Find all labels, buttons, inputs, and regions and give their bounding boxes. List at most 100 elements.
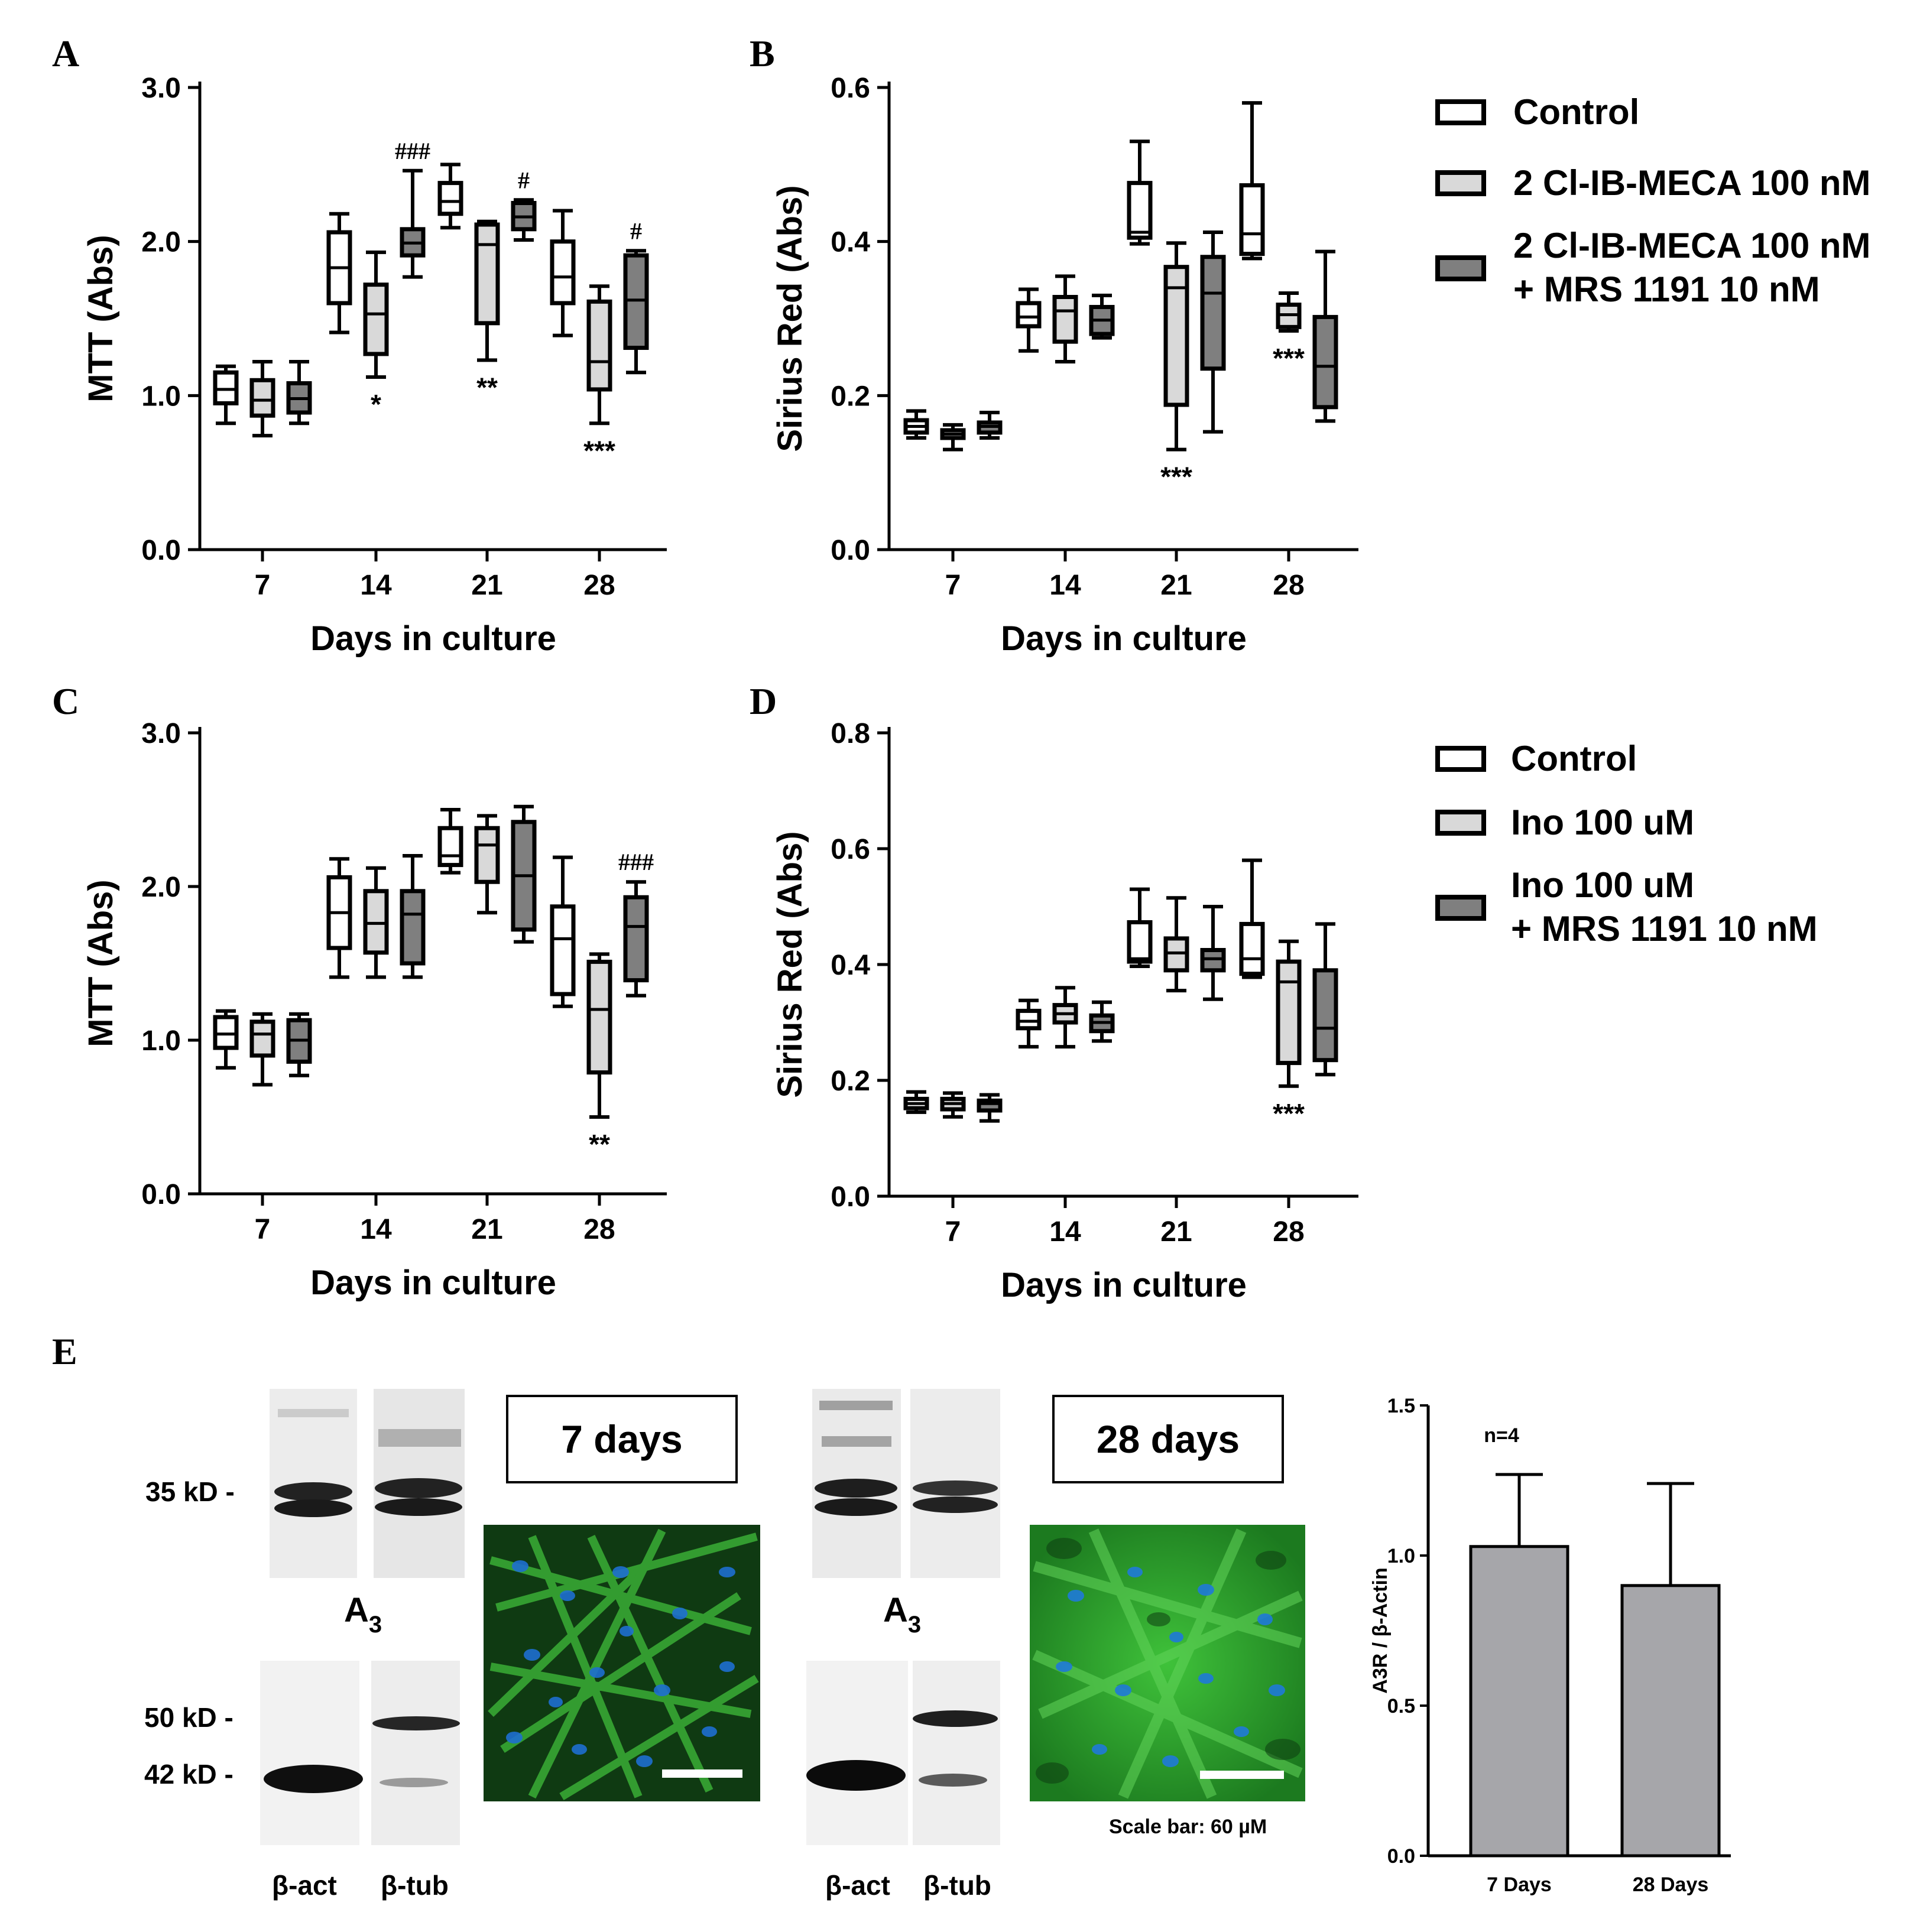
marker-35kd: 35 kD - [145, 1476, 235, 1507]
box [623, 895, 649, 983]
chart-b-sirius-red: 0.0 0.2 0.4 0.6 7 14 21 28 Days in culture Sirius… [771, 73, 1358, 658]
label-box-7-days [506, 1395, 738, 1483]
x-axis-title-D: Days in culture [1001, 1266, 1247, 1304]
panel-label-b: B [750, 33, 775, 74]
box [437, 181, 463, 216]
panel-label-d: D [750, 680, 777, 722]
bar [1469, 1545, 1569, 1858]
legend-label-agonist: 2 Cl-IB-MECA 100 nM [1513, 163, 1871, 203]
y-tick-label-D: 0.6 [831, 834, 870, 865]
micrograph-7-days [484, 1525, 760, 1801]
x-tick-label-D: 14 [1049, 1216, 1081, 1248]
significance-mark-B: *** [1273, 343, 1305, 374]
box [474, 826, 500, 884]
x-tick-label-C: 28 [583, 1214, 615, 1245]
box [623, 253, 649, 350]
box [1127, 920, 1153, 964]
box [437, 826, 463, 868]
x-tick-label-D: 21 [1160, 1216, 1192, 1248]
legend-label-control-cd: Control [1511, 739, 1637, 778]
y-tick-label-E: 0.5 [1387, 1695, 1415, 1717]
box [1127, 181, 1153, 240]
y-tick-label-B: 0.2 [831, 381, 870, 412]
x-tick-label-E: 28 Days [1633, 1873, 1709, 1896]
box [249, 378, 275, 418]
y-tick-label-E: 1.5 [1387, 1395, 1415, 1417]
legend-label-control: Control [1513, 92, 1639, 132]
box [213, 1015, 239, 1050]
lane-bact-left: β-act [272, 1870, 337, 1901]
blot-right-lower [806, 1661, 1000, 1845]
box [363, 283, 389, 356]
y-axis-title-B: Sirius Red (Abs) [771, 185, 809, 452]
legend-swatch-control-cd [1435, 746, 1486, 772]
box [1276, 959, 1302, 1066]
significance-mark-A: ** [476, 372, 498, 402]
legend-label-agonist-antagonist-1: 2 Cl-IB-MECA 100 nM [1513, 226, 1871, 265]
significance-mark-B: *** [1160, 462, 1192, 492]
legend-swatch-control [1435, 99, 1486, 125]
box [1163, 265, 1189, 407]
n-annotation: n=4 [1484, 1424, 1519, 1447]
y-tick-label-B: 0.4 [831, 227, 870, 258]
chart-a-mtt: 0.0 1.0 2.0 3.0 7 14 21 28 Days in culture MTT (A… [82, 73, 667, 658]
y-tick-label-C: 2.0 [141, 872, 181, 903]
significance-mark-C: ** [589, 1129, 610, 1160]
lane-bact-right: β-act [825, 1870, 890, 1901]
box [550, 239, 576, 306]
lane-btub-right: β-tub [923, 1870, 991, 1901]
chart-e-bar: 0.0 0.5 1.0 1.5 7 Days 28 Days n=4 A3R / β-Acti… [1369, 1395, 1731, 1896]
box [474, 222, 500, 326]
box [1312, 968, 1338, 1063]
legend-swatch-agonist [1435, 170, 1486, 196]
scale-bar-label: Scale bar: 60 µM [1109, 1816, 1267, 1838]
x-tick-label-C: 14 [360, 1214, 392, 1245]
marker-50kd: 50 kD - [144, 1702, 233, 1733]
y-axis-title-A: MTT (Abs) [82, 235, 120, 402]
y-tick-label-D: 0.2 [831, 1066, 870, 1097]
legend-label-ino-antagonist-2: + MRS 1191 10 nM [1511, 909, 1818, 949]
blot-left-lower [260, 1661, 460, 1845]
x-axis-title-B: Days in culture [1001, 619, 1247, 658]
box [586, 299, 612, 392]
y-tick-label-E: 1.0 [1387, 1545, 1415, 1567]
significance-mark-A: * [371, 389, 381, 420]
box [1052, 295, 1078, 344]
chart-d-sirius-red: 0.0 0.2 0.4 0.6 0.8 7 14 21 28 Days in culture Sir… [771, 718, 1358, 1304]
box [1016, 1008, 1042, 1031]
legend-ab: Control 2 Cl-IB-MECA 100 nM 2 Cl-IB-MECA… [1435, 92, 1871, 309]
bar [1620, 1584, 1721, 1858]
significance-mark-A: *** [583, 435, 615, 466]
label-7-days: 7 days [561, 1417, 682, 1461]
box [213, 370, 239, 405]
box [1200, 255, 1226, 371]
lane-btub-left: β-tub [381, 1870, 449, 1901]
significance-mark-A: # [630, 217, 642, 244]
y-tick-label-B: 0.0 [831, 535, 870, 566]
x-tick-label-B: 7 [945, 570, 961, 601]
y-axis-title-C: MTT (Abs) [82, 879, 120, 1047]
a3-label-right: A3 [883, 1591, 921, 1638]
significance-mark-A: ### [395, 138, 430, 164]
chart-c-mtt: 0.0 1.0 2.0 3.0 7 14 21 28 Days in culture MTT (A… [82, 718, 667, 1302]
x-tick-label-A: 28 [583, 570, 615, 601]
box [1239, 183, 1265, 256]
legend-cd: Control Ino 100 uM Ino 100 uM + MRS 1191… [1435, 739, 1818, 949]
x-axis-title-C: Days in culture [310, 1264, 556, 1302]
micrograph-28-days [1030, 1525, 1305, 1801]
marker-42kd: 42 kD - [144, 1759, 233, 1790]
x-tick-label-B: 21 [1160, 570, 1192, 601]
significance-mark-A: # [518, 167, 530, 193]
panel-label-a: A [52, 33, 79, 74]
x-tick-label-B: 14 [1049, 570, 1081, 601]
box [586, 959, 612, 1075]
y-tick-label-A: 3.0 [141, 73, 181, 104]
box [1312, 314, 1338, 410]
legend-swatch-ino [1435, 810, 1486, 836]
x-tick-label-D: 28 [1273, 1216, 1304, 1248]
x-tick-label-C: 7 [255, 1214, 271, 1245]
a3-label-left: A3 [344, 1591, 382, 1638]
box [1239, 921, 1265, 976]
box [1016, 301, 1042, 329]
